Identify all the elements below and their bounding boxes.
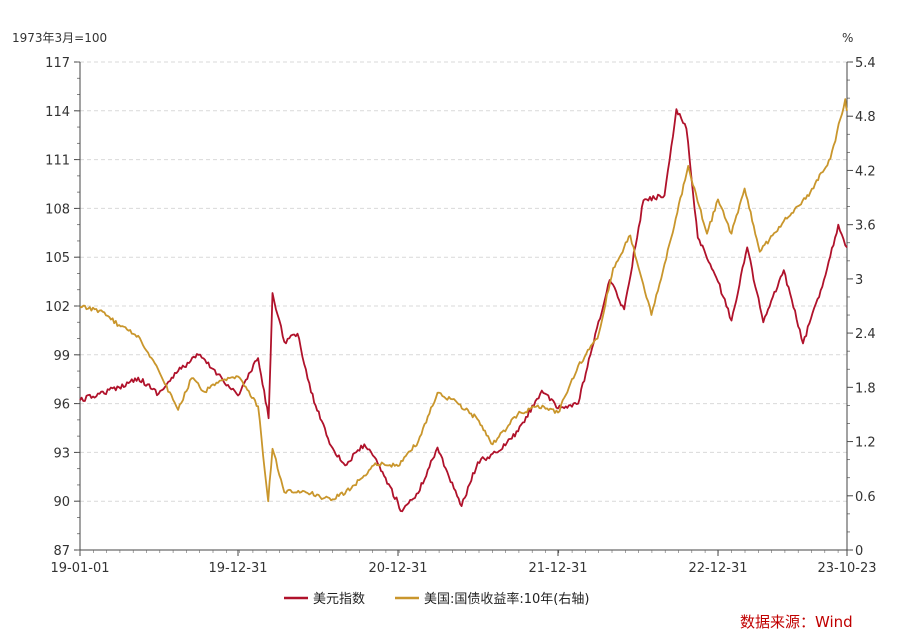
x-tick-label: 22-12-31 xyxy=(688,561,747,576)
legend-label: 美元指数 xyxy=(313,592,365,607)
left-unit-label: 1973年3月=100 xyxy=(12,31,107,45)
right-unit-label: % xyxy=(842,31,853,45)
y-left-tick-label: 108 xyxy=(45,202,70,217)
y-left-tick-label: 105 xyxy=(45,251,70,266)
y-right-tick-label: 2.4 xyxy=(855,327,876,342)
source-note: 数据来源：Wind xyxy=(740,613,853,631)
grid xyxy=(80,61,847,502)
legend-label: 美国:国债收益率:10年(右轴) xyxy=(424,591,589,607)
y-left-tick-label: 87 xyxy=(53,544,70,559)
series-group xyxy=(79,98,848,513)
y-right-tick-label: 1.2 xyxy=(855,436,876,451)
x-tick-label: 20-12-31 xyxy=(368,561,427,576)
axes: 87 90 93 96 99 102 105 108 111 114 117 0 0.6 1.2 1.8 2.… xyxy=(45,56,876,576)
y-left-tick-label: 111 xyxy=(45,154,70,169)
y-right-tick-label: 4.8 xyxy=(855,110,876,125)
x-tick-label: 19-01-01 xyxy=(50,561,109,576)
y-left-tick-label: 117 xyxy=(45,56,70,71)
legend: 美元指数 美国:国债收益率:10年(右轴) xyxy=(284,591,589,607)
y-left-tick-label: 93 xyxy=(53,446,70,461)
x-tick-label: 19-12-31 xyxy=(208,561,267,576)
y-right-tick-label: 0.6 xyxy=(855,490,876,505)
y-left-tick-label: 114 xyxy=(45,105,70,120)
y-left-tick-label: 99 xyxy=(53,349,70,364)
x-tick-label: 23-10-23 xyxy=(817,561,876,576)
x-tick-label: 21-12-31 xyxy=(528,561,587,576)
y-right-tick-label: 4.2 xyxy=(855,164,876,179)
y-right-tick-label: 1.8 xyxy=(855,381,876,396)
y-right-tick-label: 0 xyxy=(855,544,863,559)
left-unit-label-text: 1973年3月=100 xyxy=(12,31,107,45)
y-left-tick-label: 102 xyxy=(45,300,70,315)
series-line-us10y-yield xyxy=(79,98,848,503)
y-left-tick-label: 90 xyxy=(53,495,70,510)
y-right-tick-label: 3.6 xyxy=(855,219,876,234)
y-right-tick-label: 5.4 xyxy=(855,56,876,71)
series-line-usd-index xyxy=(79,108,848,513)
y-left-tick-label: 96 xyxy=(53,398,70,413)
y-right-tick-label: 3 xyxy=(855,273,863,288)
